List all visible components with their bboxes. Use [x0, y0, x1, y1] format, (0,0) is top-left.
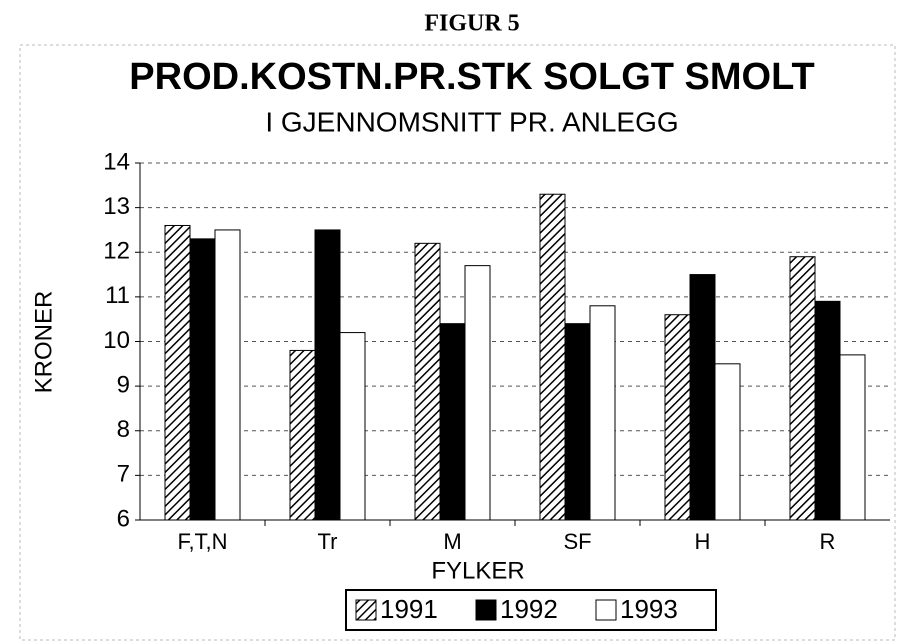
bar	[164, 224, 191, 521]
x-tick-label: M	[443, 529, 461, 554]
bar	[289, 349, 316, 521]
legend-label: 1991	[380, 594, 438, 624]
bar	[564, 323, 591, 521]
x-tick-label: H	[695, 529, 711, 554]
bar	[689, 274, 716, 521]
legend-swatch	[355, 599, 377, 621]
header: FIGUR 5	[424, 11, 519, 37]
legend-label: 1993	[620, 594, 678, 624]
bar	[789, 256, 816, 521]
chart-title: PROD.KOSTN.PR.STK SOLGT SMOLT	[129, 56, 814, 98]
y-tick-label: 11	[105, 282, 130, 309]
y-tick-label: 10	[103, 327, 130, 354]
x-tick-label: Tr	[318, 529, 338, 554]
y-tick-label: 14	[103, 148, 130, 175]
bar	[814, 300, 841, 521]
y-tick-label: 6	[117, 505, 130, 532]
bar	[189, 238, 216, 521]
x-tick-label: F,T,N	[177, 529, 227, 554]
bar	[714, 363, 741, 521]
legend: 1991 1992 1993	[345, 589, 717, 631]
y-tick-label: 7	[117, 461, 130, 488]
bar	[589, 305, 616, 521]
legend-box	[345, 589, 717, 631]
legend-swatch	[475, 599, 497, 621]
x-axis-label: FYLKER	[431, 557, 524, 584]
bar	[539, 193, 566, 521]
bar	[339, 332, 366, 521]
y-axis-label: KRONER	[30, 291, 57, 394]
x-tick-label: R	[820, 529, 836, 554]
bar	[464, 265, 491, 521]
y-tick-label: 12	[103, 238, 130, 265]
frame	[19, 44, 896, 641]
legend-label: 1992	[500, 594, 558, 624]
bar	[439, 323, 466, 521]
y-tick-label: 9	[117, 371, 130, 398]
bar	[839, 354, 866, 521]
bar	[664, 314, 691, 521]
legend-swatch	[595, 599, 617, 621]
bar	[214, 229, 241, 521]
y-tick-label: 8	[117, 416, 130, 443]
chart-subtitle: I GJENNOMSNITT PR. ANLEGG	[265, 106, 678, 137]
x-tick-label: SF	[563, 529, 591, 554]
bar	[314, 229, 341, 521]
bar	[414, 242, 441, 521]
y-tick-label: 13	[103, 193, 130, 220]
